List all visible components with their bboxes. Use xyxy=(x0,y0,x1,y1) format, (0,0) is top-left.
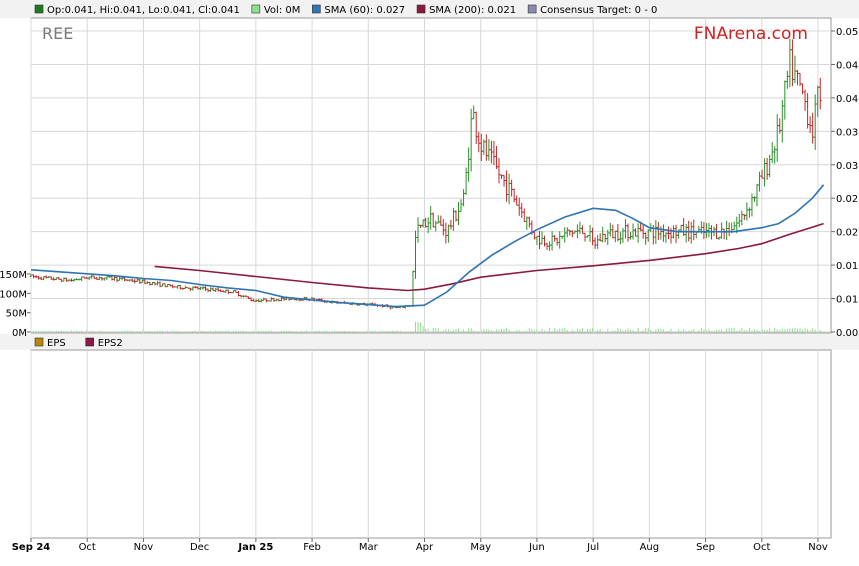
time-axis-label: Jul xyxy=(586,542,599,553)
price-tick-label: 0.050 xyxy=(836,27,859,38)
legend-swatch xyxy=(34,4,44,14)
legend-swatch xyxy=(416,4,426,14)
ticker-symbol: REE xyxy=(42,24,73,43)
time-axis-label: Aug xyxy=(640,542,660,553)
top-legend-bar xyxy=(0,0,859,18)
time-axis-label: Jan 25 xyxy=(237,542,273,553)
time-axis-label: Sep 24 xyxy=(12,542,51,553)
legend-swatch xyxy=(251,4,261,14)
price-tick-label: 0.020 xyxy=(836,228,859,239)
legend-label: Consensus Target: 0 - 0 xyxy=(540,5,657,16)
sma-60-line xyxy=(30,184,825,308)
price-tick-label: 0.030 xyxy=(836,161,859,172)
legend-label: Vol: 0M xyxy=(264,5,301,16)
legend-swatch xyxy=(85,337,95,347)
time-axis-label: Oct xyxy=(753,542,770,553)
price-tick-label: 0.045 xyxy=(836,60,859,71)
time-axis-label: Nov xyxy=(134,542,154,553)
time-axis-label: Sep xyxy=(696,542,715,553)
legend-label: Op:0.041, Hi:0.041, Lo:0.041, Cl:0.041 xyxy=(47,5,240,16)
time-axis-label: Jun xyxy=(528,542,545,553)
price-panel xyxy=(30,17,832,334)
volume-tick-label: 150M xyxy=(0,270,27,281)
volume-tick-label: 0M xyxy=(12,328,27,339)
time-axis-label: Mar xyxy=(359,542,379,553)
price-tick-label: 0.025 xyxy=(836,194,859,205)
time-axis-label: Nov xyxy=(808,542,828,553)
sma-200-line xyxy=(154,222,824,292)
price-tick-label: 0.035 xyxy=(836,127,859,138)
volume-tick-label: 100M xyxy=(0,289,27,300)
legend-label: SMA (200): 0.021 xyxy=(429,5,516,16)
volume-bars xyxy=(30,321,821,332)
time-axis-label: Oct xyxy=(79,542,96,553)
brand-logo: FNArena.com xyxy=(694,24,808,44)
legend-swatch xyxy=(312,4,321,14)
price-tick-label: 0.005 xyxy=(836,328,859,339)
time-axis-label: May xyxy=(470,542,491,553)
price-tick-label: 0.010 xyxy=(836,295,859,306)
bottom-legend-bar xyxy=(0,334,859,350)
time-axis-label: Dec xyxy=(190,542,209,553)
legend-label: SMA (60): 0.027 xyxy=(324,5,405,16)
legend-swatch xyxy=(527,4,537,14)
volume-tick-label: 50M xyxy=(6,309,27,320)
price-tick-label: 0.040 xyxy=(836,94,859,105)
legend-label: EPS2 xyxy=(98,338,123,349)
price-tick-label: 0.015 xyxy=(836,261,859,272)
eps-panel xyxy=(30,349,832,539)
legend-swatch xyxy=(34,337,44,347)
time-axis-label: Apr xyxy=(416,542,434,553)
time-axis-label: Feb xyxy=(303,542,321,553)
legend-label: EPS xyxy=(47,338,66,349)
